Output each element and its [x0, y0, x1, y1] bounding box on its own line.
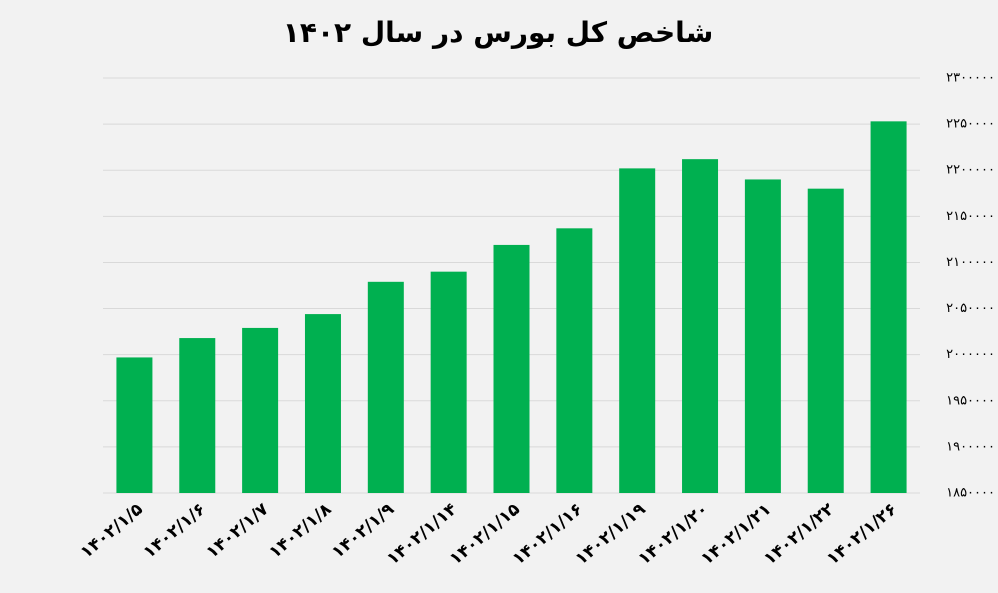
chart-title: شاخص کل بورس در سال ۱۴۰۲	[283, 16, 713, 49]
y-tick-label: ۲۱۵۰۰۰۰	[946, 209, 995, 224]
bar	[682, 159, 719, 493]
y-tick-label: ۱۹۰۰۰۰۰	[946, 439, 995, 454]
bar	[744, 179, 781, 493]
bar	[619, 168, 656, 493]
bar	[116, 357, 153, 493]
bar	[179, 338, 216, 493]
bar	[304, 314, 341, 493]
y-tick-label: ۲۰۵۰۰۰۰	[946, 301, 995, 316]
y-tick-label: ۲۲۵۰۰۰۰	[946, 117, 995, 132]
y-tick-label: ۲۲۰۰۰۰۰	[946, 163, 995, 178]
y-tick-label: ۲۱۰۰۰۰۰	[946, 255, 995, 270]
bar	[242, 327, 279, 493]
y-tick-label: ۱۸۵۰۰۰۰	[946, 486, 995, 501]
y-tick-label: ۲۰۰۰۰۰۰	[946, 347, 995, 362]
y-tick-label: ۲۳۰۰۰۰۰	[946, 71, 995, 86]
bar	[493, 244, 530, 493]
y-tick-label: ۱۹۵۰۰۰۰	[946, 393, 995, 408]
bar	[367, 281, 404, 493]
bar	[870, 121, 907, 493]
bar	[807, 188, 844, 493]
bar	[430, 271, 467, 493]
bar	[556, 228, 593, 494]
